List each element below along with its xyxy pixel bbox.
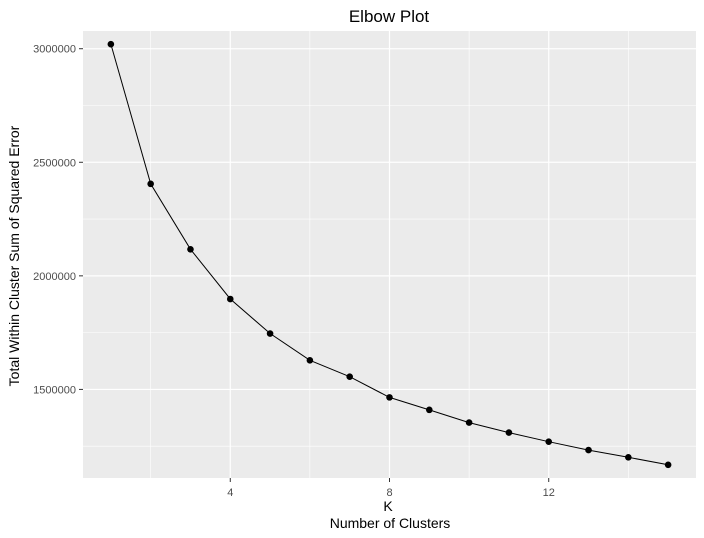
y-tick-label: 2500000 xyxy=(33,157,76,169)
x-tick-label: 4 xyxy=(227,487,233,499)
y-tick-label: 1500000 xyxy=(33,384,76,396)
data-point xyxy=(147,180,154,188)
data-point xyxy=(386,394,393,401)
data-point xyxy=(664,461,672,469)
data-point xyxy=(505,429,513,436)
x-axis-ticks: 4 8 12 xyxy=(227,478,555,499)
data-point xyxy=(465,419,473,426)
x-axis-subtitle: Number of Clusters xyxy=(330,515,451,531)
data-points xyxy=(107,40,672,469)
data-point xyxy=(346,373,353,380)
data-point xyxy=(585,446,592,454)
data-point xyxy=(266,330,274,337)
data-point xyxy=(545,438,553,445)
x-axis-title: K xyxy=(383,498,393,514)
y-tick-label: 3000000 xyxy=(33,44,76,56)
data-point xyxy=(226,295,234,303)
data-point xyxy=(625,454,632,461)
data-point xyxy=(187,245,194,253)
data-point xyxy=(426,406,433,414)
data-point xyxy=(107,40,115,48)
data-point xyxy=(306,357,314,364)
chart-title: Elbow Plot xyxy=(349,7,430,26)
x-tick-label: 8 xyxy=(386,487,392,499)
major-gridlines xyxy=(83,31,696,478)
y-tick-label: 2000000 xyxy=(33,271,76,283)
x-tick-label: 12 xyxy=(543,487,555,499)
y-axis-title: Total Within Cluster Sum of Squared Erro… xyxy=(6,125,22,386)
y-axis-ticks: 1500000 2000000 2500000 3000000 xyxy=(33,44,83,396)
